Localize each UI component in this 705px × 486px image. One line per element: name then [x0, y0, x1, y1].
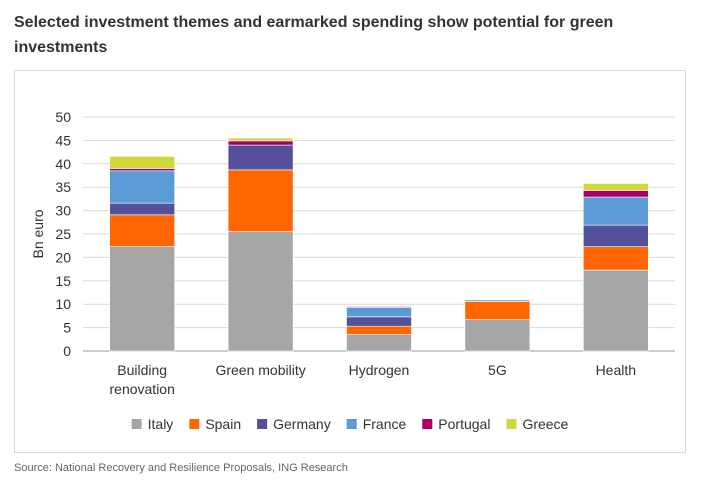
legend-label: Spain — [205, 416, 241, 432]
bar-segment — [109, 170, 175, 204]
y-tick-label: 30 — [55, 203, 71, 219]
y-tick-label: 20 — [55, 249, 71, 265]
y-axis-title: Bn euro — [30, 209, 46, 258]
legend-swatch — [189, 419, 200, 429]
x-category-label: renovation — [110, 381, 175, 397]
legend-swatch — [131, 419, 142, 429]
legend-label: France — [363, 416, 407, 432]
y-tick-label: 40 — [55, 156, 71, 172]
bar-segment — [582, 190, 649, 198]
x-category-label: 5G — [488, 362, 507, 378]
bar-segment — [464, 319, 531, 352]
bar-segment — [582, 183, 649, 191]
bar-segment — [227, 231, 294, 352]
y-tick-label: 25 — [55, 226, 71, 242]
legend-swatch — [422, 419, 433, 429]
y-tick-label: 50 — [55, 109, 71, 125]
bar-segment — [109, 214, 175, 247]
y-tick-label: 0 — [63, 343, 71, 359]
x-axis-categories: Building renovation Green mobility Hydrogen… — [110, 362, 637, 397]
bar-segment — [346, 325, 412, 335]
bar-segment — [227, 169, 294, 232]
legend-swatch — [346, 419, 357, 429]
bar-segment — [227, 144, 294, 171]
legend: Italy Spain Germany France Portugal Greece — [131, 416, 569, 432]
bar-segment — [227, 140, 294, 146]
bar-segment — [346, 306, 412, 308]
bar-segment — [582, 246, 649, 271]
legend-swatch — [506, 419, 517, 429]
chart-frame: 0 5 10 15 20 25 30 35 40 45 50 Building renovation G… — [14, 70, 686, 453]
legend-label: Greece — [522, 416, 568, 432]
bar-segment — [582, 269, 649, 352]
bar-segment — [109, 246, 175, 352]
legend-label: Italy — [148, 416, 174, 432]
x-category-label: Health — [596, 362, 636, 378]
y-tick-label: 15 — [55, 273, 71, 289]
y-tick-label: 5 — [63, 320, 71, 336]
bar-segment — [582, 224, 649, 247]
x-category-label: Green mobility — [215, 362, 305, 378]
x-category-label: Building — [117, 362, 167, 378]
bar-segment — [346, 316, 412, 327]
x-category-label: Hydrogen — [349, 362, 410, 378]
bar-segment — [582, 196, 649, 226]
legend-swatch — [257, 419, 268, 429]
legend-label: Portugal — [438, 416, 490, 432]
bar-segment — [346, 334, 412, 352]
bar-segment — [109, 168, 175, 172]
gridlines — [83, 116, 675, 352]
bar-segment — [464, 299, 531, 302]
bar-segment — [109, 156, 175, 169]
bar-segment — [346, 307, 412, 318]
bar-segment — [109, 202, 175, 216]
bar-segment — [227, 137, 294, 142]
stacked-bar-chart: 0 5 10 15 20 25 30 35 40 45 50 Building renovation G… — [30, 109, 675, 432]
y-tick-label: 10 — [55, 296, 71, 312]
y-tick-label: 45 — [55, 132, 71, 148]
y-axis-ticks: 0 5 10 15 20 25 30 35 40 45 50 — [55, 109, 71, 359]
legend-label: Germany — [273, 416, 331, 432]
chart-title: Selected investment themes and earmarked… — [14, 14, 614, 56]
source-note: Source: National Recovery and Resilience… — [14, 462, 348, 474]
bars — [109, 137, 649, 352]
y-tick-label: 35 — [55, 179, 71, 195]
bar-segment — [464, 301, 531, 320]
